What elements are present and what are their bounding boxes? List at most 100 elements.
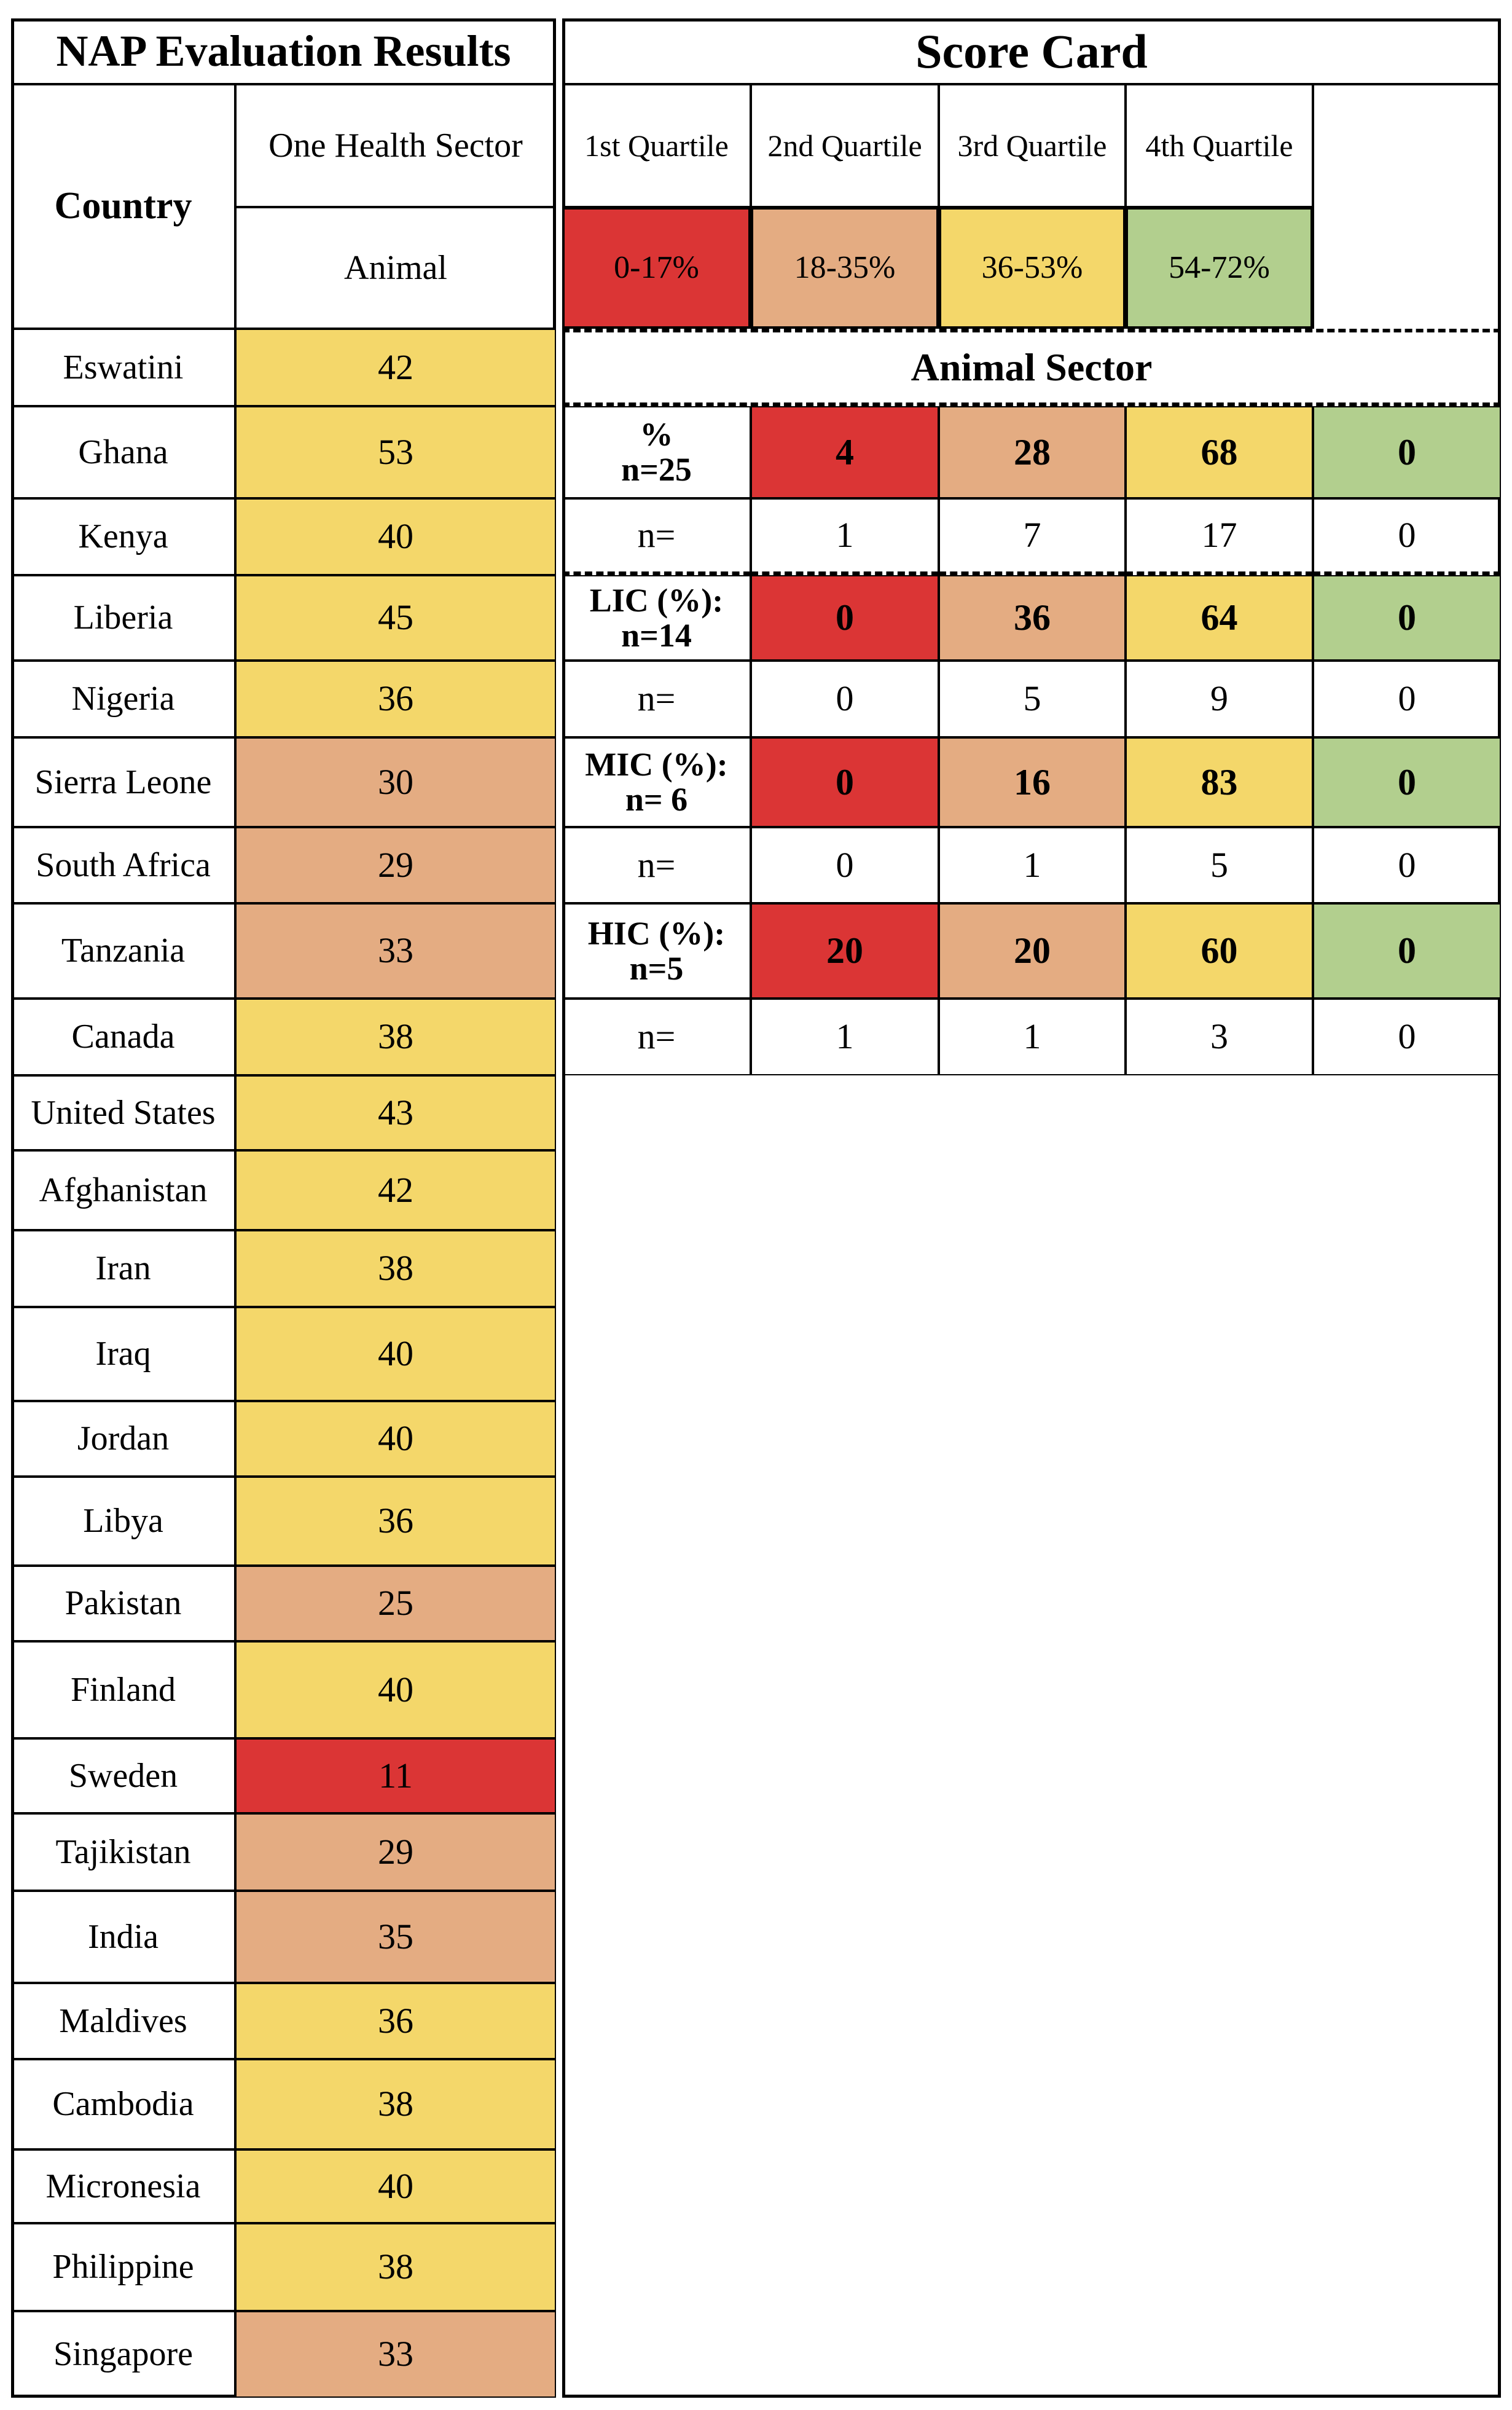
group-label: LIC (%): n=14: [562, 575, 751, 661]
quartile-range: 54-72%: [1126, 207, 1313, 329]
quartile-range: 36-53%: [939, 207, 1126, 329]
country-name: Jordan: [11, 1401, 235, 1477]
country-name: Sierra Leone: [11, 737, 235, 827]
count-label: n=: [562, 827, 751, 903]
quartile-percent: 0: [1313, 575, 1501, 661]
quartile-count: 3: [1126, 999, 1313, 1075]
count-label: n=: [562, 498, 751, 575]
quartile-name: 4th Quartile: [1126, 84, 1313, 207]
country-score: 38: [235, 2223, 556, 2311]
country-score: 25: [235, 1566, 556, 1641]
country-name: Cambodia: [11, 2059, 235, 2149]
country-score: 33: [235, 2311, 556, 2398]
group-label-line1: LIC (%):: [589, 581, 724, 619]
quartile-range: 0-17%: [562, 207, 751, 329]
quartile-count: 0: [751, 661, 939, 737]
country-score: 36: [235, 661, 556, 737]
quartile-count: 0: [1313, 999, 1501, 1075]
country-name: Micronesia: [11, 2149, 235, 2223]
quartile-count: 0: [1313, 827, 1501, 903]
group-label-line1: %: [640, 416, 673, 453]
country-header: Country: [11, 84, 235, 329]
country-score: 40: [235, 1641, 556, 1738]
country-name: Philippine: [11, 2223, 235, 2311]
count-label: n=: [562, 661, 751, 737]
quartile-name: 1st Quartile: [562, 84, 751, 207]
quartile-count: 17: [1126, 498, 1313, 575]
country-score: 42: [235, 329, 556, 406]
quartile-count: 9: [1126, 661, 1313, 737]
country-score: 33: [235, 903, 556, 999]
country-name: Pakistan: [11, 1566, 235, 1641]
quartile-percent: 0: [1313, 737, 1501, 827]
country-name: Libya: [11, 1477, 235, 1566]
country-name: Sweden: [11, 1738, 235, 1813]
quartile-percent: 36: [939, 575, 1126, 661]
sector-header: One Health Sector: [235, 84, 556, 207]
country-name: Kenya: [11, 498, 235, 575]
quartile-range: 18-35%: [751, 207, 939, 329]
animal-subheader: Animal: [235, 207, 556, 329]
country-name: India: [11, 1891, 235, 1983]
score-card-title: Score Card: [562, 18, 1501, 84]
country-name: Iran: [11, 1230, 235, 1307]
quartile-percent: 0: [751, 575, 939, 661]
quartile-name: 2nd Quartile: [751, 84, 939, 207]
country-score: 38: [235, 1230, 556, 1307]
quartile-count: 5: [1126, 827, 1313, 903]
group-label-line2: n= 6: [625, 781, 688, 818]
country-name: United States: [11, 1075, 235, 1150]
country-name: Finland: [11, 1641, 235, 1738]
quartile-percent: 60: [1126, 903, 1313, 999]
group-label-line2: n=5: [629, 949, 684, 987]
country-score: 53: [235, 406, 556, 498]
quartile-count: 1: [751, 498, 939, 575]
country-score: 38: [235, 2059, 556, 2149]
quartile-count: 1: [939, 827, 1126, 903]
animal-sector-title: Animal Sector: [562, 329, 1501, 406]
country-name: Canada: [11, 999, 235, 1075]
quartile-percent: 83: [1126, 737, 1313, 827]
country-name: Ghana: [11, 406, 235, 498]
count-label: n=: [562, 999, 751, 1075]
country-name: Iraq: [11, 1307, 235, 1401]
quartile-percent: 0: [1313, 903, 1501, 999]
quartile-count: 1: [939, 999, 1126, 1075]
country-score: 29: [235, 1813, 556, 1891]
group-label-line2: n=14: [621, 616, 692, 654]
group-label: % n=25: [562, 406, 751, 498]
country-name: Eswatini: [11, 329, 235, 406]
country-score: 40: [235, 1401, 556, 1477]
quartile-count: 0: [751, 827, 939, 903]
country-score: 38: [235, 999, 556, 1075]
country-score: 11: [235, 1738, 556, 1813]
country-name: Nigeria: [11, 661, 235, 737]
group-label-line2: n=25: [621, 451, 692, 488]
country-name: Afghanistan: [11, 1150, 235, 1230]
quartile-percent: 64: [1126, 575, 1313, 661]
country-score: 42: [235, 1150, 556, 1230]
quartile-percent: 20: [751, 903, 939, 999]
country-score: 45: [235, 575, 556, 661]
group-label-line1: MIC (%):: [585, 746, 728, 783]
group-label: MIC (%): n= 6: [562, 737, 751, 827]
quartile-percent: 68: [1126, 406, 1313, 498]
country-name: Maldives: [11, 1983, 235, 2059]
quartile-percent: 0: [1313, 406, 1501, 498]
quartile-name: 3rd Quartile: [939, 84, 1126, 207]
country-score: 40: [235, 498, 556, 575]
quartile-percent: 4: [751, 406, 939, 498]
quartile-blank-cell: [1313, 84, 1501, 329]
country-score: 29: [235, 827, 556, 903]
country-score: 40: [235, 1307, 556, 1401]
country-name: Singapore: [11, 2311, 235, 2398]
country-score: 36: [235, 1983, 556, 2059]
quartile-percent: 20: [939, 903, 1126, 999]
country-score: 43: [235, 1075, 556, 1150]
quartile-percent: 0: [751, 737, 939, 827]
nap-results-title: NAP Evaluation Results: [11, 18, 556, 84]
country-score: 30: [235, 737, 556, 827]
quartile-count: 7: [939, 498, 1126, 575]
country-name: South Africa: [11, 827, 235, 903]
country-score: 35: [235, 1891, 556, 1983]
